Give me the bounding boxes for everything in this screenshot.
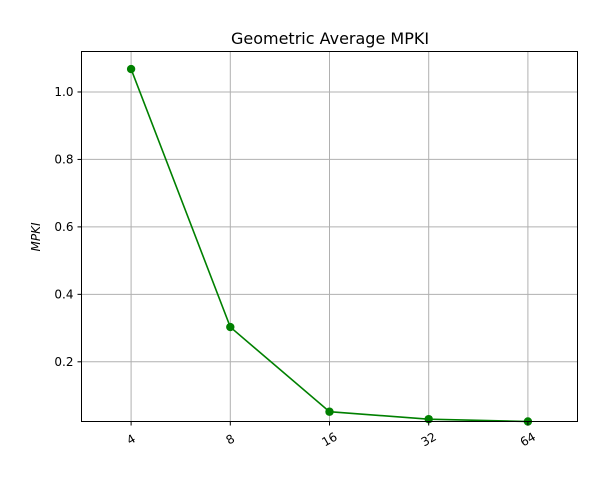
y-tick-label: 0.4 [54, 287, 73, 301]
data-point [226, 322, 235, 332]
data-point [325, 407, 334, 416]
y-tick-label: 1.0 [54, 85, 73, 99]
y-axis-label: MPKI [29, 222, 43, 251]
grid [81, 51, 578, 422]
y-axis-ticks: 0.2 0.4 0.6 0.8 1.0 [54, 85, 82, 369]
x-tick-label: 16 [319, 430, 339, 450]
data-point [126, 64, 136, 74]
y-tick-label: 0.6 [54, 220, 73, 234]
chart-title: Geometric Average MPKI [231, 29, 429, 48]
x-tick-label: 64 [518, 430, 538, 450]
x-tick-label: 32 [419, 430, 439, 450]
y-tick-label: 0.2 [54, 355, 73, 369]
y-tick-label: 0.8 [54, 152, 73, 166]
